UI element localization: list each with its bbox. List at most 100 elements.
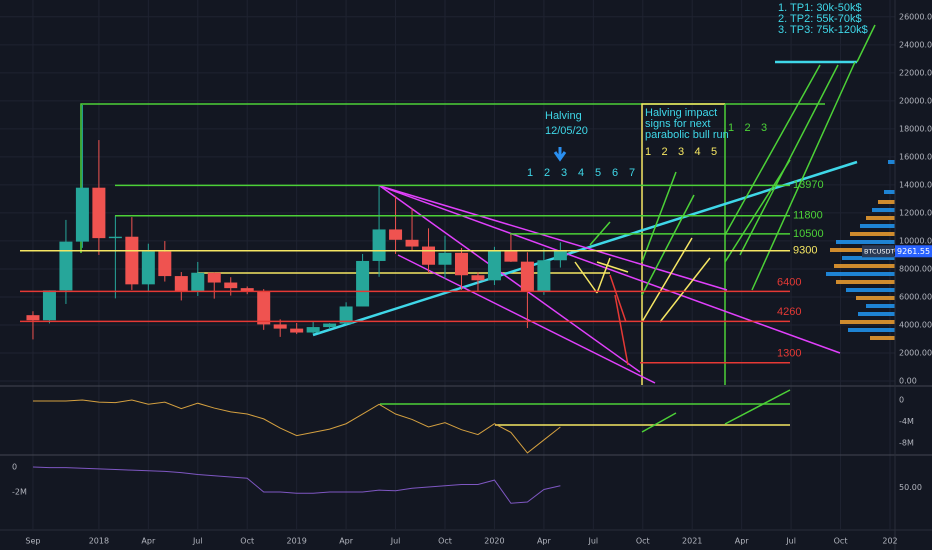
y-tick-label: 4000.00 xyxy=(899,320,932,329)
y-tick-label: 2000.00 xyxy=(899,348,932,357)
candle-body xyxy=(537,260,551,292)
count-label: 7 xyxy=(629,167,635,179)
candle-body xyxy=(141,251,155,285)
level-label: 10500 xyxy=(793,228,824,240)
impact-label: parabolic bull run xyxy=(645,129,729,141)
x-tick-label: Oct xyxy=(636,537,650,546)
x-tick-label: Apr xyxy=(141,537,156,546)
y-tick-label: 26000.00 xyxy=(899,12,932,21)
last-price-tag xyxy=(895,245,932,258)
candle-body xyxy=(207,272,221,283)
x-tick-label: Jul xyxy=(390,537,401,546)
y-tick-label: 22000.00 xyxy=(899,68,932,77)
indicator-line xyxy=(32,466,561,504)
candle-body xyxy=(487,250,501,281)
x-tick-label: Jul xyxy=(588,537,599,546)
y-tick-label: 12000.00 xyxy=(899,208,932,217)
symbol-tag xyxy=(862,245,894,258)
count-label: 1 xyxy=(645,146,651,158)
x-tick-label: Apr xyxy=(735,537,750,546)
candle-body xyxy=(471,275,485,281)
x-tick-label: Jul xyxy=(785,537,796,546)
candle-body xyxy=(438,252,452,265)
level-label: 6400 xyxy=(777,276,801,288)
y-tick-label: 6000.00 xyxy=(899,292,932,301)
candle-body xyxy=(26,315,40,321)
x-tick-label: Oct xyxy=(438,537,452,546)
impact-label: signs for next xyxy=(645,118,710,130)
count-label: 6 xyxy=(612,167,618,179)
x-tick-label: 2019 xyxy=(286,537,306,546)
x-tick-label: Jul xyxy=(192,537,203,546)
candle-body xyxy=(290,328,304,333)
x-tick-label: Sep xyxy=(25,537,40,546)
drawings xyxy=(80,24,876,433)
candle-body xyxy=(504,250,518,262)
candle-body xyxy=(224,282,238,289)
y-tick-label: 24000.00 xyxy=(899,40,932,49)
impact-label: Halving impact xyxy=(645,107,717,119)
y-tick-label: 10000.00 xyxy=(899,236,932,245)
y-tick-label: 20000.00 xyxy=(899,96,932,105)
candle-body xyxy=(323,323,337,328)
count-label: 2 xyxy=(544,167,550,179)
candle-body xyxy=(389,229,403,240)
halving-label: Halving xyxy=(545,110,582,122)
last-price-label: 9261.55 xyxy=(897,247,930,256)
indicator-line xyxy=(32,399,561,454)
candle-body xyxy=(158,251,172,277)
candle-body xyxy=(59,241,73,291)
x-tick-label: 202 xyxy=(882,537,897,546)
candle-body xyxy=(422,246,436,265)
candle-body xyxy=(125,236,139,285)
target-label: 3. TP3: 75k-120k$ xyxy=(778,24,868,36)
x-tick-label: Apr xyxy=(537,537,552,546)
candle-body xyxy=(108,236,122,239)
candle-body xyxy=(372,229,386,261)
count-label: 4 xyxy=(578,167,584,179)
count-label: 5 xyxy=(711,146,717,158)
count-label: 1 xyxy=(728,122,734,134)
x-tick-label: Apr xyxy=(339,537,354,546)
count-label: 2 xyxy=(661,146,667,158)
candle-body xyxy=(306,327,320,333)
candle-body xyxy=(92,187,106,239)
candle-body xyxy=(191,272,205,292)
x-tick-label: Oct xyxy=(834,537,848,546)
y-tick-label: 0.00 xyxy=(899,377,917,386)
x-tick-label: 2018 xyxy=(89,537,109,546)
y-tick-label: 8000.00 xyxy=(899,264,932,273)
candle-body xyxy=(273,324,287,329)
candle-body xyxy=(174,276,188,292)
level-label: 1300 xyxy=(777,348,801,360)
x-tick-label: Oct xyxy=(240,537,254,546)
count-label: 3 xyxy=(761,122,767,134)
y2-tick-label: 50.00 xyxy=(899,483,922,492)
count-label: 2 xyxy=(744,122,750,134)
y-tick-label: -4M xyxy=(899,417,914,426)
candle-body xyxy=(75,187,89,242)
count-label: 5 xyxy=(595,167,601,179)
candle-body xyxy=(520,261,534,292)
marks xyxy=(20,105,790,504)
halving-date: 12/05/20 xyxy=(545,125,588,137)
count-label: 3 xyxy=(678,146,684,158)
count-label: 3 xyxy=(561,167,567,179)
count-label: 4 xyxy=(694,146,700,158)
y-tick-label: 16000.00 xyxy=(899,152,932,161)
candle-body xyxy=(356,260,370,307)
x-tick-label: 2021 xyxy=(682,537,702,546)
target-label: 2. TP2: 55k-70k$ xyxy=(778,13,862,25)
level-label: 4260 xyxy=(777,306,801,318)
level-label: 13970 xyxy=(793,179,824,191)
y-tick-label: 18000.00 xyxy=(899,124,932,133)
y-tick-label: -8M xyxy=(899,439,914,448)
target-label: 1. TP1: 30k-50k$ xyxy=(778,2,862,14)
candle-body xyxy=(42,290,56,321)
candle-body xyxy=(553,251,567,261)
level-label: 11800 xyxy=(793,210,823,222)
y-tick-label: -2M xyxy=(12,488,27,497)
y-tick-label: 0 xyxy=(899,395,904,404)
level-label: 9300 xyxy=(793,245,817,257)
x-tick-label: 2020 xyxy=(484,537,504,546)
